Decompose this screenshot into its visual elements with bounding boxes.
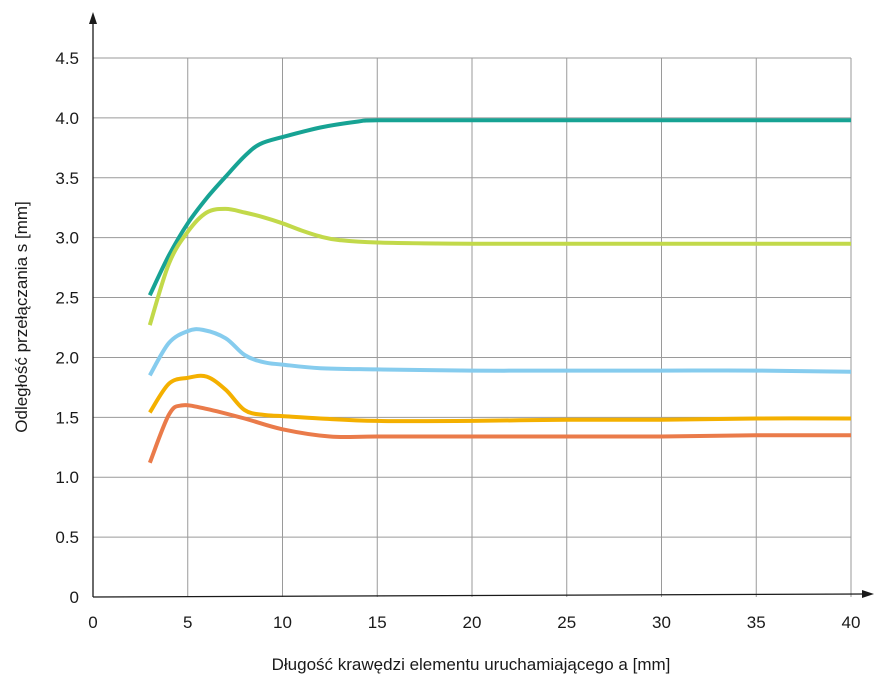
tick-labels: 0 5 10 15 20 25 30 35 40 0 0.5 1.0 1.5 2.0 2.5 3.0 3.5 4.… (55, 49, 860, 632)
x-axis-title: Długość krawędzi elementu uruchamiająceg… (272, 655, 671, 674)
series-line-3 (148, 327, 852, 377)
y-axis-arrow-icon (89, 12, 97, 24)
grid (93, 57, 852, 597)
series-line-5 (147, 403, 852, 464)
y-tick-label: 4.0 (55, 109, 79, 128)
x-tick-label: 10 (273, 613, 292, 632)
x-tick-label: 15 (368, 613, 387, 632)
x-tick-label: 0 (88, 613, 97, 632)
x-tick-label: 5 (183, 613, 192, 632)
series-line-2 (147, 206, 851, 326)
x-axis-arrow-icon (862, 590, 874, 598)
series-group (147, 118, 852, 464)
axes (89, 12, 874, 598)
y-tick-label: 0.5 (55, 528, 79, 547)
y-tick-label: 2.5 (55, 289, 79, 308)
x-tick-label: 25 (557, 613, 576, 632)
series-line-4 (148, 373, 852, 424)
x-tick-label: 35 (747, 613, 766, 632)
x-tick-label: 30 (652, 613, 671, 632)
y-tick-label: 3.0 (55, 229, 79, 248)
y-axis-title: Odległość przełączania s [mm] (12, 201, 31, 432)
y-tick-label: 1.5 (55, 408, 79, 427)
x-axis-line (92, 593, 865, 598)
y-tick-label: 2.0 (55, 348, 79, 367)
y-tick-label: 1.0 (55, 468, 79, 487)
x-tick-label: 20 (463, 613, 482, 632)
x-tick-label: 40 (842, 613, 861, 632)
y-tick-label: 3.5 (55, 169, 79, 188)
y-tick-label: 0 (70, 588, 79, 607)
y-tick-label: 4.5 (55, 49, 79, 68)
series-line-1 (148, 118, 851, 297)
